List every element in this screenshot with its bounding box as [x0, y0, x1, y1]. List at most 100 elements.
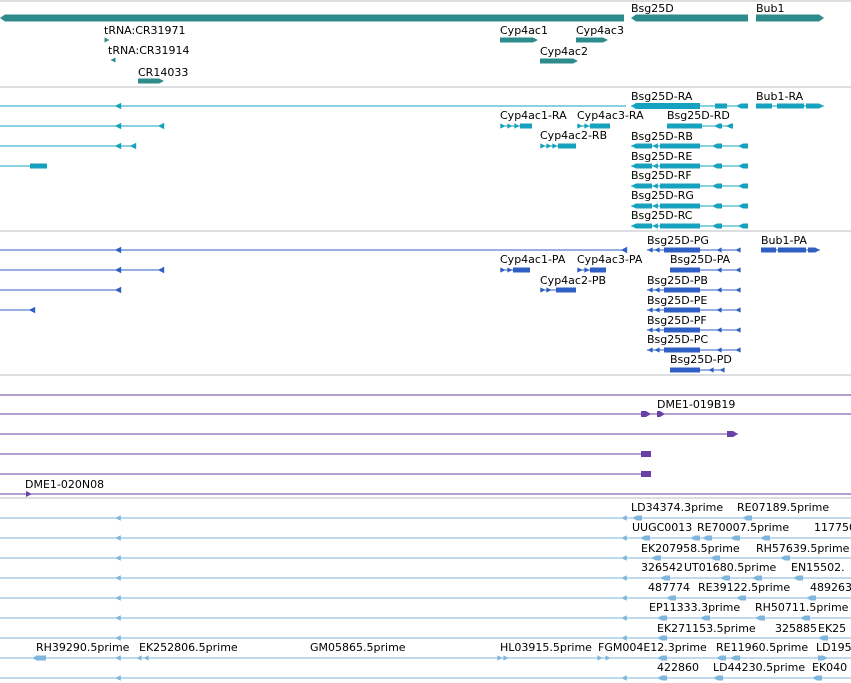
- label-dme1-020n08[interactable]: DME1-020N08: [25, 478, 104, 491]
- gene-cyp4ac2[interactable]: [540, 58, 578, 64]
- est-block[interactable]: [702, 535, 712, 541]
- label-est-ut01680[interactable]: UT01680.5prime: [684, 561, 777, 574]
- est-block[interactable]: [666, 595, 676, 601]
- label-bsg25d-re[interactable]: Bsg25D-RE: [631, 150, 692, 163]
- gene-cyp4ac1[interactable]: [500, 37, 538, 43]
- est-block[interactable]: [736, 595, 746, 601]
- label-bsg25d-rc[interactable]: Bsg25D-RC: [631, 209, 693, 222]
- gene-arrow[interactable]: [631, 163, 652, 169]
- gene-arrow[interactable]: [631, 143, 652, 149]
- label-est-fgm004e12[interactable]: FGM004E12.3prime: [598, 641, 707, 654]
- label-cyp4ac3-pa[interactable]: Cyp4ac3-PA: [577, 253, 643, 266]
- label-bsg25d-rb[interactable]: Bsg25D-RB: [631, 130, 693, 143]
- exon-block[interactable]: [590, 123, 610, 129]
- label-cyp4ac2-rb[interactable]: Cyp4ac2-RB: [540, 129, 607, 142]
- gene-arrow[interactable]: [631, 203, 652, 209]
- est-block[interactable]: [760, 535, 770, 541]
- est-block[interactable]: [793, 575, 803, 581]
- label-bsg25d-pb[interactable]: Bsg25D-PB: [647, 274, 708, 287]
- exon-block[interactable]: [664, 287, 700, 293]
- label-est-re70007[interactable]: RE70007.5prime: [697, 521, 789, 534]
- exon-block[interactable]: [660, 143, 700, 149]
- est-block[interactable]: [730, 655, 740, 661]
- label-dme1-019b19[interactable]: DME1-019B19: [657, 398, 735, 411]
- est-block[interactable]: [657, 675, 667, 681]
- est-block[interactable]: [32, 655, 40, 661]
- est-block[interactable]: [730, 535, 740, 541]
- exon-block[interactable]: [667, 123, 702, 129]
- gene-arrow[interactable]: [631, 183, 652, 189]
- est-block[interactable]: [640, 535, 650, 541]
- label-bsg25d-pg[interactable]: Bsg25D-PG: [647, 234, 709, 247]
- est-block[interactable]: [700, 615, 710, 621]
- exon-block[interactable]: [558, 143, 576, 149]
- label-bsg25d[interactable]: Bsg25D: [631, 2, 674, 15]
- est-block[interactable]: [657, 615, 667, 621]
- exon-block[interactable]: [761, 247, 776, 253]
- exon-block[interactable]: [670, 267, 700, 273]
- est-block[interactable]: [780, 555, 790, 561]
- label-est-ek207958[interactable]: EK207958.5prime: [641, 542, 740, 555]
- gene-arrow[interactable]: [712, 203, 722, 209]
- label-bsg25d-pd[interactable]: Bsg25D-PD: [670, 353, 732, 366]
- label-est-hl03915[interactable]: HL03915.5prime: [500, 641, 592, 654]
- est-block[interactable]: [710, 555, 720, 561]
- label-est-re07189[interactable]: RE07189.5prime: [737, 501, 829, 514]
- label-bub1[interactable]: Bub1: [756, 2, 785, 15]
- label-bsg25d-ra[interactable]: Bsg25D-RA: [631, 90, 693, 103]
- gene-arrow[interactable]: [714, 123, 722, 129]
- exon-block[interactable]: [664, 327, 700, 333]
- label-est-ep11333[interactable]: EP11333.3prime: [649, 601, 740, 614]
- gene-arrow[interactable]: [738, 163, 748, 169]
- est-block[interactable]: [818, 655, 828, 661]
- exon-block[interactable]: [670, 367, 700, 373]
- gene-bub1[interactable]: [756, 14, 824, 22]
- gene-arrow-left[interactable]: [0, 14, 624, 22]
- est-block[interactable]: [632, 515, 642, 521]
- label-est-en15502[interactable]: EN15502.: [791, 561, 845, 574]
- exon-block[interactable]: [660, 163, 700, 169]
- label-est-n422860[interactable]: 422860: [657, 661, 699, 674]
- label-bsg25d-rd[interactable]: Bsg25D-RD: [667, 109, 730, 122]
- bac-end[interactable]: [641, 471, 651, 477]
- bac-end[interactable]: [727, 431, 738, 437]
- gene-arrow[interactable]: [712, 163, 722, 169]
- label-est-ek252806[interactable]: EK252806.5prime: [139, 641, 238, 654]
- exon-block[interactable]: [660, 183, 700, 189]
- exon-block[interactable]: [664, 247, 700, 253]
- est-block[interactable]: [716, 655, 726, 661]
- gene-arrow[interactable]: [631, 223, 652, 229]
- gene-arrow[interactable]: [631, 103, 700, 109]
- label-trna-cr31914[interactable]: tRNA:CR31914: [108, 44, 190, 57]
- label-cyp4ac1-ra[interactable]: Cyp4ac1-RA: [500, 109, 567, 122]
- est-block[interactable]: [812, 675, 822, 681]
- exon-block[interactable]: [660, 203, 700, 209]
- label-est-ld195[interactable]: LD195: [816, 641, 851, 654]
- bac-end[interactable]: [641, 411, 651, 417]
- gene-arrow[interactable]: [738, 223, 748, 229]
- label-cyp4ac2[interactable]: Cyp4ac2: [540, 45, 588, 58]
- label-est-n489263[interactable]: 489263: [810, 581, 851, 594]
- label-trna-cr31971[interactable]: tRNA:CR31971: [104, 24, 186, 37]
- exon-block[interactable]: [777, 103, 804, 109]
- exon-block[interactable]: [778, 247, 806, 253]
- label-est-ek25[interactable]: EK25: [818, 622, 846, 635]
- gene-arrow[interactable]: [712, 143, 722, 149]
- gene-cr14033[interactable]: [138, 78, 164, 84]
- label-cr14033[interactable]: CR14033: [138, 66, 188, 79]
- label-bsg25d-rg[interactable]: Bsg25D-RG: [631, 189, 694, 202]
- gene-arrow[interactable]: [738, 203, 748, 209]
- gene-arrow[interactable]: [712, 183, 722, 189]
- label-bub1-pa[interactable]: Bub1-PA: [761, 234, 807, 247]
- gene-arrow[interactable]: [738, 143, 748, 149]
- label-est-ld44230[interactable]: LD44230.5prime: [713, 661, 805, 674]
- label-est-rh57639[interactable]: RH57639.5prime: [756, 542, 850, 555]
- exon-block[interactable]: [660, 223, 700, 229]
- label-est-rh50711[interactable]: RH50711.5prime: [755, 601, 849, 614]
- label-est-gm05865[interactable]: GM05865.5prime: [310, 641, 406, 654]
- exon-block[interactable]: [590, 267, 606, 273]
- exon-block[interactable]: [520, 123, 532, 129]
- gene-arrow[interactable]: [726, 123, 733, 129]
- est-block[interactable]: [818, 635, 828, 641]
- exon-block[interactable]: [513, 267, 530, 273]
